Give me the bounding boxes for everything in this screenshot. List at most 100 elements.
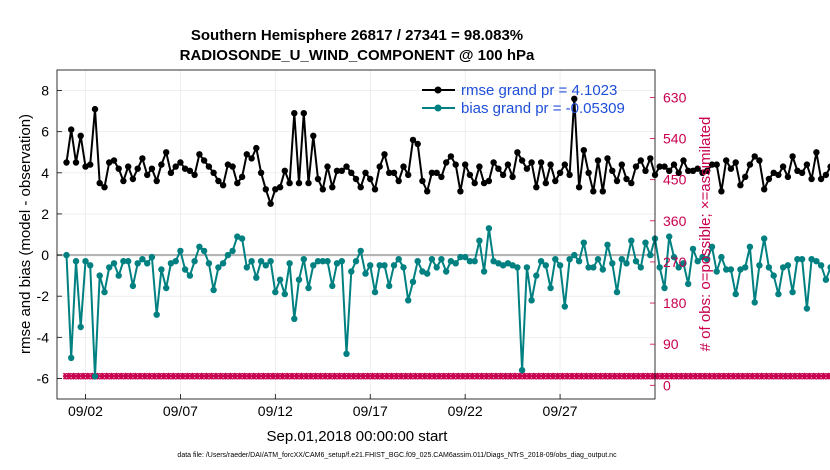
rmse-point (291, 110, 298, 117)
bias-point (490, 258, 497, 265)
bias-point (637, 264, 644, 271)
rmse-point (647, 155, 654, 162)
bias-point (822, 276, 830, 283)
rmse-point (789, 153, 796, 160)
rmse-point (405, 171, 412, 179)
bias-point (580, 239, 587, 246)
bias-point (628, 237, 635, 244)
rmse-point (566, 171, 573, 179)
bias-point (134, 260, 141, 267)
bias-point (139, 256, 146, 263)
rmse-point (424, 188, 431, 195)
bias-point (186, 272, 194, 279)
rmse-point (376, 163, 383, 170)
rmse-point (761, 186, 768, 193)
bias-point (205, 260, 213, 267)
bias-point (267, 258, 274, 265)
bias-point (656, 264, 663, 271)
bias-point (594, 256, 602, 263)
bias-point (732, 290, 739, 298)
x-tick-label: 09/22 (448, 403, 483, 419)
x-axis-label: Sep.01,2018 00:00:00 start (267, 428, 449, 445)
bias-point (742, 264, 749, 271)
y-right-tick-label: 180 (663, 295, 687, 311)
bias-point (305, 284, 312, 292)
bias-point (661, 284, 668, 292)
rmse-point (381, 151, 388, 158)
bias-point (523, 264, 531, 271)
rmse-point (457, 188, 464, 195)
rmse-point (443, 159, 450, 166)
bias-point (310, 262, 317, 269)
rmse-point (257, 169, 265, 176)
bias-point (348, 268, 355, 275)
y-right-tick-label: 270 (663, 254, 687, 270)
bias-point (604, 241, 611, 248)
rmse-point (414, 140, 421, 148)
bias-point (257, 258, 265, 265)
footer-file-path: data file: /Users/raeder/DAI/ATM_forcXX/… (177, 452, 617, 459)
bias-point (590, 264, 597, 271)
rmse-point (476, 163, 483, 170)
bias-point (675, 264, 682, 271)
bias-point (101, 288, 108, 296)
bias-point (300, 256, 307, 263)
bias-point (386, 282, 393, 290)
rmse-point (68, 126, 75, 133)
rmse-point (120, 177, 127, 185)
rmse-point (803, 161, 811, 168)
rmse-point (656, 163, 663, 170)
bias-point (542, 262, 549, 269)
rmse-point (708, 161, 716, 168)
bias-point (158, 266, 165, 273)
rmse-point (343, 163, 350, 170)
rmse-point (129, 175, 137, 183)
bias-point (272, 288, 279, 296)
rmse-point (727, 165, 735, 172)
y-tick-label: 6 (41, 124, 49, 140)
bias-point (518, 367, 526, 374)
bias-point (547, 284, 554, 292)
y-axis-left: -6 -4 -2 0 2 4 6 8 (37, 83, 62, 386)
rmse-point (329, 184, 336, 191)
obs-assimilated-stroke (827, 372, 830, 377)
x-tick-label: 09/02 (68, 403, 103, 419)
rmse-point (438, 173, 445, 181)
rmse-point (139, 155, 146, 162)
bias-point (623, 260, 630, 267)
rmse-point (352, 175, 360, 183)
x-tick-label: 09/12 (258, 403, 293, 419)
x-tick-label: 09/07 (163, 403, 198, 419)
bias-point (817, 262, 825, 269)
y-axis-right-label: # of obs: o=possible; ×=assimilated (697, 117, 714, 352)
bias-point (765, 264, 773, 271)
bias-point (761, 235, 768, 242)
rmse-point (191, 171, 198, 179)
rmse-point (215, 177, 222, 185)
rmse-point (784, 173, 792, 181)
bias-point (115, 272, 122, 279)
y-tick-label: 4 (41, 165, 49, 181)
bias-point (172, 258, 179, 265)
rmse-point (556, 169, 564, 176)
bias-point (224, 251, 232, 259)
rmse-point (395, 177, 402, 185)
bias-point (813, 258, 820, 265)
rmse-point (87, 161, 94, 168)
chart-title-line1: Southern Hemisphere 26817 / 27341 = 98.0… (191, 27, 523, 44)
bias-point (808, 256, 815, 263)
bias-point (357, 247, 364, 255)
rmse-series (63, 95, 830, 207)
bias-point (784, 262, 792, 269)
y-right-tick-label: 90 (663, 336, 679, 352)
bias-point (485, 225, 493, 232)
bias-point (713, 268, 720, 275)
bias-point (528, 297, 535, 304)
bias-point (196, 243, 203, 250)
rmse-point (594, 157, 602, 164)
bias-point (647, 251, 654, 259)
bias-point (424, 270, 431, 277)
rmse-point (637, 157, 644, 164)
bias-point (666, 233, 673, 240)
rmse-point (737, 182, 744, 189)
